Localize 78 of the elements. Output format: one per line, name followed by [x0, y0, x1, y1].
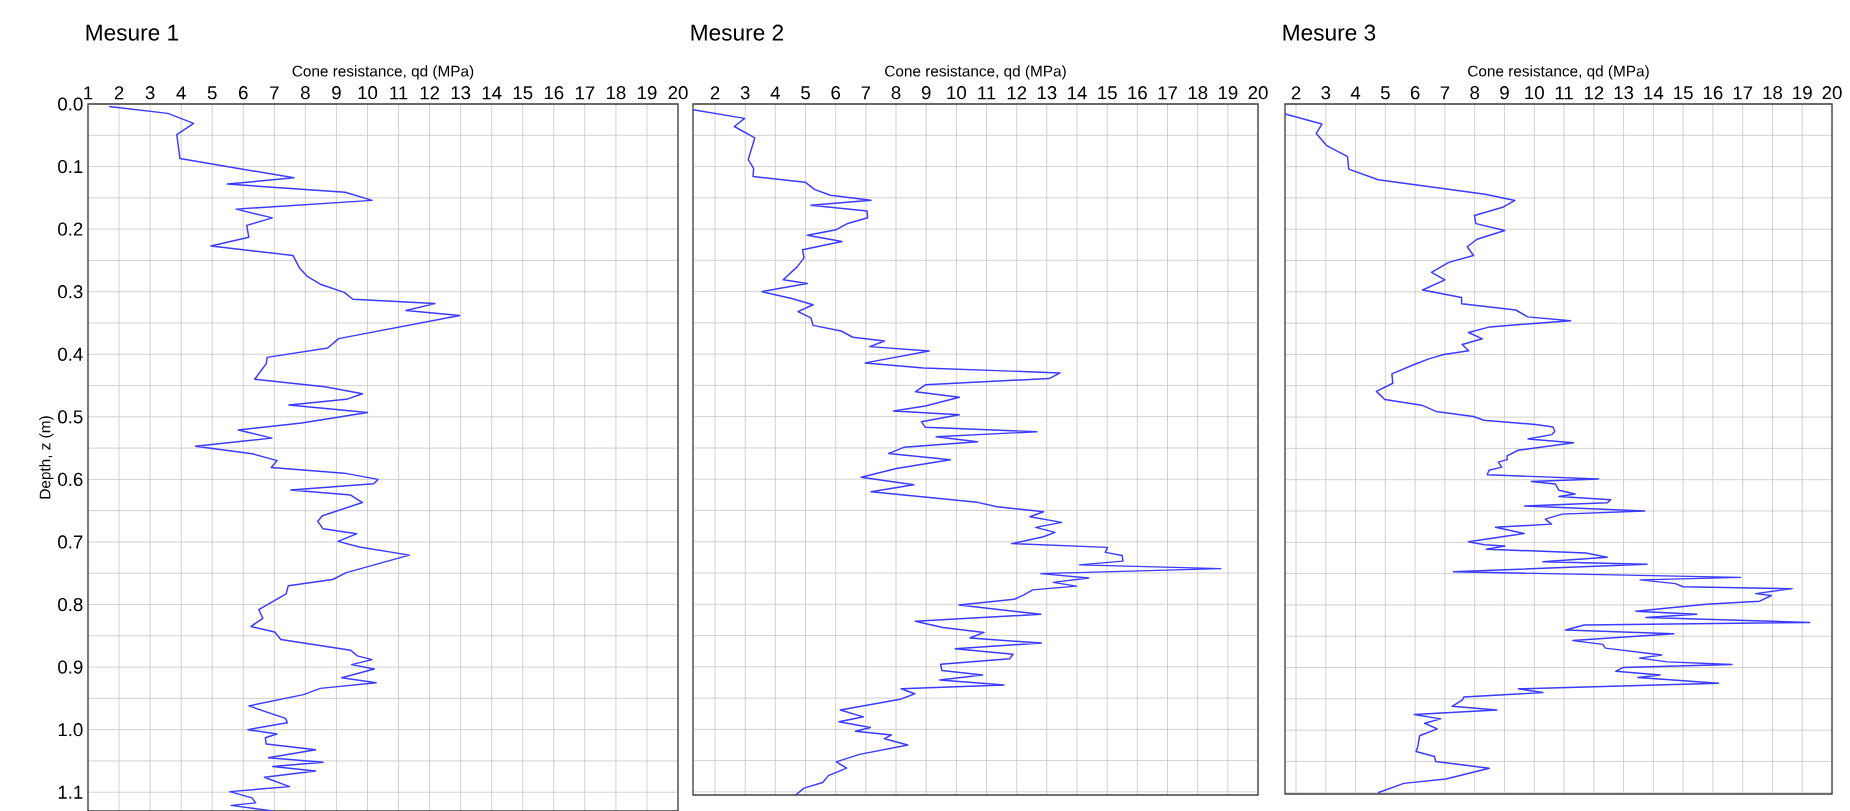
chart-title: Mesure 2 [691, 24, 784, 41]
x-tick-label: 7 [1440, 86, 1450, 100]
x-tick-label: 11 [1555, 86, 1573, 100]
x-tick-label: 19 [1793, 86, 1812, 100]
x-tick-label: 16 [1128, 86, 1147, 100]
y-tick-label: 0.4 [58, 347, 83, 361]
y-tick-label: 1.1 [58, 785, 83, 799]
x-tick-label: 5 [801, 86, 810, 100]
chart-title: Mesure 3 [1283, 24, 1376, 41]
x-tick-label: 8 [301, 86, 310, 100]
x-tick-label: 12 [420, 86, 440, 100]
x-tick-label: 5 [207, 86, 217, 100]
x-tick-label: 14 [1068, 86, 1087, 100]
x-tick-label: 19 [1218, 86, 1238, 100]
x-tick-label: 17 [575, 86, 595, 100]
x-tick-label: 9 [1500, 86, 1509, 100]
line-series [108, 105, 461, 811]
x-tick-label: 8 [1470, 86, 1480, 100]
x-axis-title: Cone resistance, qd (MPa) [885, 65, 1066, 80]
x-tick-label: 7 [861, 86, 871, 100]
x-tick-label: 16 [544, 86, 564, 100]
x-tick-label: 10 [358, 86, 378, 100]
x-tick-label: 18 [1188, 86, 1208, 100]
x-tick-label: 6 [239, 86, 248, 100]
x-tick-label: 15 [513, 86, 533, 100]
x-tick-label: 12 [1584, 86, 1604, 100]
y-tick-label: 0.5 [58, 410, 83, 424]
x-tick-label: 3 [145, 86, 155, 100]
y-tick-label: 0.2 [58, 222, 83, 236]
x-tick-label: 8 [891, 86, 901, 100]
x-tick-label: 17 [1158, 86, 1177, 100]
x-tick-label: 3 [740, 86, 750, 100]
x-tick-label: 20 [1822, 86, 1842, 100]
y-axis-title: Depth, z (m) [39, 416, 54, 499]
y-tick-label: 0.3 [58, 285, 83, 299]
x-tick-label: 4 [770, 86, 780, 100]
chart-title: Mesure 1 [86, 24, 179, 41]
y-tick-label: 0.1 [58, 159, 83, 174]
x-tick-label: 13 [1037, 86, 1057, 100]
x-tick-label: 13 [1614, 86, 1634, 100]
x-tick-label: 9 [332, 86, 341, 100]
x-tick-label: 17 [1733, 86, 1753, 100]
x-tick-label: 2 [710, 86, 720, 100]
x-tick-label: 11 [978, 86, 996, 100]
y-tick-label: 0.7 [58, 535, 83, 549]
x-axis-title: Cone resistance, qd (MPa) [292, 65, 474, 80]
x-tick-label: 2 [114, 86, 124, 100]
x-tick-label: 20 [668, 86, 688, 100]
x-tick-label: 15 [1098, 86, 1117, 100]
x-tick-label: 16 [1703, 86, 1723, 100]
x-tick-label: 14 [482, 86, 502, 100]
x-tick-label: 10 [947, 86, 967, 100]
x-tick-label: 5 [1380, 86, 1390, 100]
x-tick-label: 20 [1248, 86, 1268, 100]
y-tick-label: 0.9 [58, 660, 83, 674]
x-tick-label: 2 [1291, 86, 1301, 100]
x-tick-label: 11 [390, 86, 408, 100]
y-tick-label: 0.6 [58, 472, 83, 487]
y-tick-label: 1.0 [58, 723, 83, 737]
x-tick-label: 4 [1350, 86, 1361, 100]
x-tick-label: 18 [606, 86, 626, 100]
x-tick-label: 10 [1525, 86, 1544, 100]
x-tick-label: 7 [270, 86, 279, 100]
x-tick-label: 15 [1674, 86, 1693, 100]
x-tick-label: 14 [1644, 86, 1664, 100]
x-tick-label: 4 [176, 86, 186, 100]
x-axis-title: Cone resistance, qd (MPa) [1468, 65, 1649, 80]
x-tick-label: 19 [637, 86, 657, 100]
x-tick-label: 12 [1007, 86, 1027, 100]
x-tick-label: 18 [1763, 86, 1783, 100]
x-tick-label: 6 [831, 86, 841, 100]
x-tick-label: 3 [1321, 86, 1331, 100]
x-tick-label: 13 [451, 86, 471, 100]
x-tick-label: 9 [921, 86, 931, 100]
x-tick-label: 6 [1410, 86, 1420, 100]
y-tick-label: 0.8 [58, 597, 83, 612]
x-tick-label: 1 [84, 86, 93, 100]
y-tick-label: 0.0 [58, 97, 83, 111]
